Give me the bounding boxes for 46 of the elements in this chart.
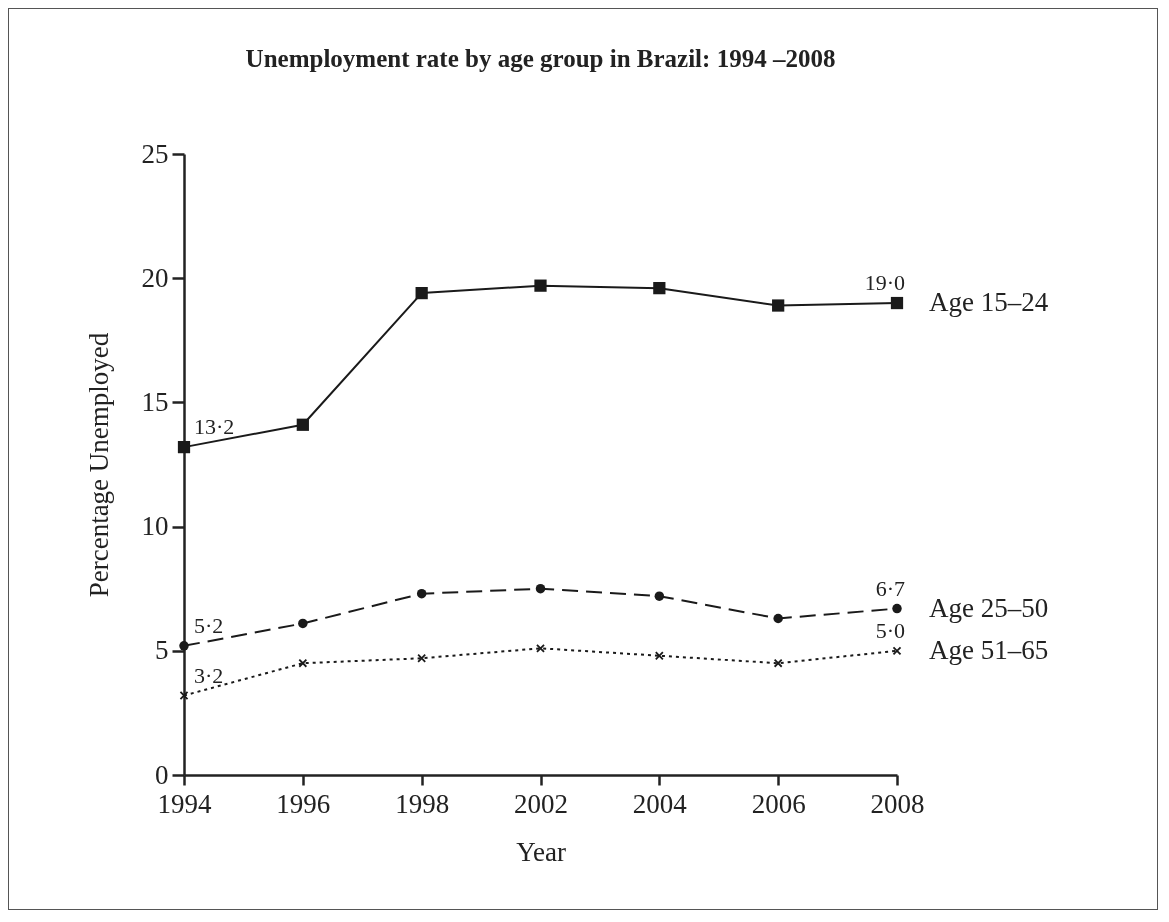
chart-title: Unemployment rate by age group in Brazil: 1994 –2008	[245, 45, 836, 72]
series-label: Age 51–65	[929, 634, 1049, 665]
x-tick-label: 1998	[395, 788, 450, 819]
point	[415, 286, 428, 300]
point	[177, 440, 191, 454]
point	[892, 603, 902, 614]
x-tick-label: 2002	[514, 788, 568, 819]
data-label: 6·7	[875, 575, 905, 601]
point	[534, 279, 547, 292]
data-label: 5·0	[875, 617, 905, 643]
x-tick-label: 1994	[157, 788, 212, 819]
series-label: Age 25–50	[929, 592, 1049, 623]
x-tick-label: 2004	[632, 788, 688, 819]
point	[890, 296, 904, 310]
x-tick-label: 1996	[276, 788, 331, 819]
point	[653, 282, 666, 295]
point	[179, 641, 189, 651]
point	[179, 691, 189, 700]
point	[536, 643, 545, 653]
y-tick-label: 20	[141, 262, 169, 293]
data-label: 13·2	[194, 414, 235, 440]
x-axis-title: Year	[516, 836, 566, 867]
point	[892, 646, 902, 656]
point	[417, 653, 427, 663]
data-label: 5·2	[194, 612, 224, 638]
point	[298, 618, 308, 629]
x-tick-label: 2008	[870, 788, 925, 819]
data-label: 3·2	[194, 662, 224, 688]
point	[535, 583, 546, 594]
y-tick-label: 25	[141, 138, 169, 169]
point	[416, 588, 427, 599]
y-tick-label: 0	[155, 759, 169, 790]
point	[772, 299, 785, 312]
point	[654, 591, 665, 601]
y-tick-label: 10	[141, 511, 169, 542]
data-label: 19·0	[864, 270, 905, 296]
y-tick-label: 15	[141, 386, 169, 417]
series-label: Age 15–24	[929, 287, 1049, 318]
point	[296, 418, 309, 431]
x-tick-label: 2006	[751, 788, 806, 819]
y-tick-label: 5	[155, 635, 169, 666]
y-axis-title: Percentage Unemployed	[83, 332, 114, 598]
point	[298, 658, 308, 668]
point	[773, 658, 783, 668]
point	[654, 651, 664, 661]
point	[773, 613, 783, 624]
